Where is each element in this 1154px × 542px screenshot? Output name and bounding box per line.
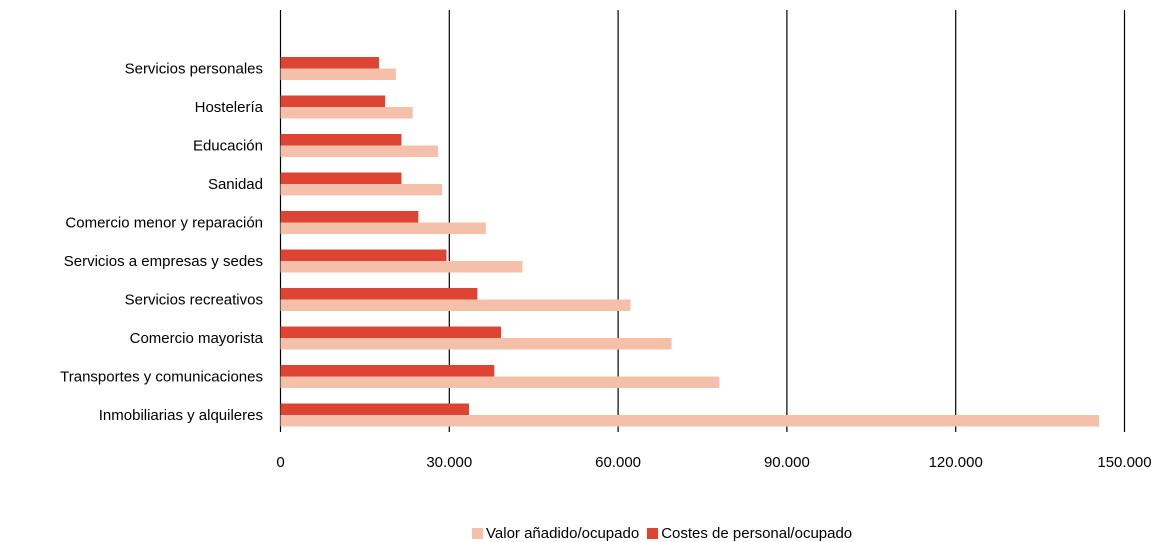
legend-item-costes: Costes de personal/ocupado (647, 525, 852, 542)
bar-costes-personal (280, 57, 379, 69)
bar-costes-personal (280, 403, 469, 415)
bar-costes-personal (280, 249, 447, 261)
legend-swatch-valor (472, 527, 483, 539)
x-tick-label: 30.000 (426, 454, 472, 471)
legend-item-valor: Valor añadido/ocupado (472, 525, 639, 542)
category-label: Servicios personales (125, 61, 263, 78)
x-tick-label: 150.000 (1097, 454, 1151, 471)
legend-swatch-costes (647, 527, 659, 539)
bar-valor-anadido (280, 376, 720, 388)
bar-valor-anadido (280, 415, 1100, 427)
gridlines (279, 10, 1126, 432)
bar-valor-anadido (280, 145, 439, 157)
x-tick-label: 90.000 (764, 454, 810, 471)
category-label: Transportes y comunicaciones (60, 369, 263, 386)
legend-label-costes: Costes de personal/ocupado (661, 524, 853, 542)
category-label: Educación (193, 138, 263, 155)
x-tick-labels: 0 30.000 60.000 90.000 120.000 150.000 (276, 454, 1151, 471)
bar-valor-anadido (280, 261, 523, 273)
legend: Valor añadido/ocupado Costes de personal… (472, 524, 860, 542)
bar-valor-anadido (280, 222, 486, 234)
category-labels: Servicios personales Hostelería Educación S… (60, 61, 264, 425)
bar-costes-personal (280, 134, 402, 146)
x-tick-label: 60.000 (595, 454, 641, 471)
category-label: Servicios a empresas y sedes (64, 253, 263, 270)
x-tick-label: 120.000 (929, 454, 983, 471)
bar-valor-anadido (280, 338, 672, 350)
category-label: Comercio mayorista (130, 330, 264, 347)
category-label: Servicios recreativos (125, 292, 263, 309)
bar-costes-personal (280, 288, 478, 300)
bars (280, 57, 1100, 427)
category-label: Sanidad (208, 176, 263, 193)
legend-label-valor: Valor añadido/ocupado (486, 524, 640, 542)
bar-valor-anadido (280, 299, 631, 311)
bar-valor-anadido (280, 68, 396, 80)
x-tick-label: 0 (276, 454, 284, 471)
bar-costes-personal (280, 211, 419, 223)
bar-costes-personal (280, 326, 502, 338)
bar-valor-anadido (280, 107, 413, 119)
category-label: Comercio menor y reparación (65, 215, 263, 232)
category-label: Hostelería (195, 99, 264, 116)
category-label: Inmobiliarias y alquileres (99, 407, 263, 424)
bar-chart: Servicios personales Hostelería Educación S… (60, 10, 1152, 471)
bar-costes-personal (280, 172, 402, 184)
bar-costes-personal (280, 95, 386, 107)
bar-valor-anadido (280, 184, 442, 196)
bar-costes-personal (280, 365, 495, 377)
